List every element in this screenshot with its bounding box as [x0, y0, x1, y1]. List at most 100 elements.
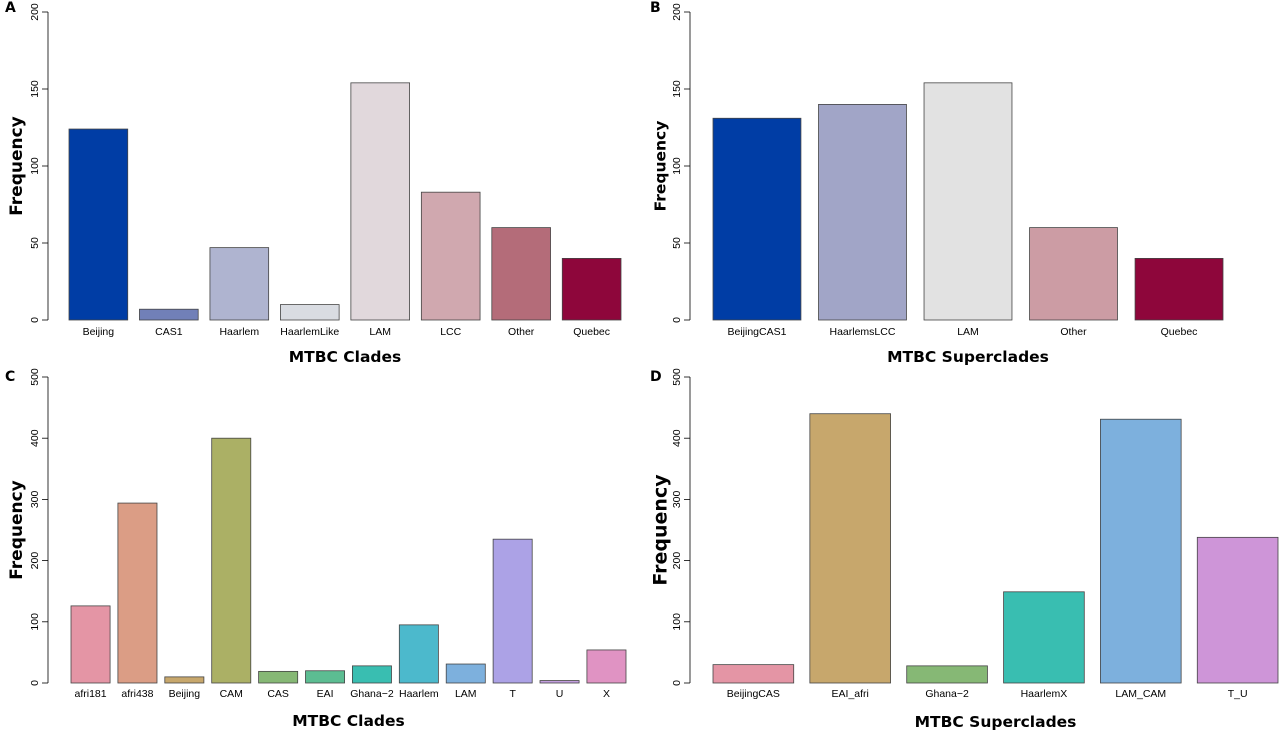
y-tick-label: 50	[29, 237, 41, 249]
bar-haarlem	[398, 624, 439, 684]
x-axis-title: MTBC Clades	[289, 348, 402, 366]
y-tick-label: 100	[29, 157, 41, 175]
category-label: U	[556, 688, 564, 700]
bar-ghana-2	[906, 665, 988, 684]
bar-x	[586, 649, 627, 684]
panel-letter: D	[650, 369, 662, 385]
y-tick-label: 300	[671, 490, 683, 508]
bar-eai	[305, 670, 345, 684]
bar-other	[1029, 227, 1118, 321]
category-label: LAM	[455, 688, 477, 700]
bar-lam	[445, 663, 486, 684]
x-axis-title: MTBC Clades	[292, 712, 405, 730]
bar-lam-cam	[1100, 418, 1182, 684]
category-label: LAM	[369, 326, 391, 338]
panel-letter: A	[5, 0, 16, 16]
y-tick-label: 500	[29, 368, 41, 386]
bar-beijing	[164, 676, 205, 684]
category-label: Beijing	[83, 326, 115, 338]
category-label: HaarlemsLCC	[830, 326, 896, 338]
bar-t	[492, 538, 533, 684]
chart-panel-c: C 0 100 200 300 400 500 afri181 afri438 Beijing CA…	[5, 368, 627, 730]
y-tick-label: 500	[671, 368, 683, 386]
category-label: LCC	[440, 326, 461, 338]
y-tick-label: 400	[671, 429, 683, 447]
bar-afri181	[70, 605, 111, 684]
y-tick-label: 0	[29, 680, 41, 686]
bar-beijingcas1	[712, 117, 802, 321]
bar-haarlem	[209, 247, 270, 321]
bar-other	[491, 227, 551, 321]
chart-panel-d: D 0 100 200 300 400 500 BeijingCAS EAI_afri Ghana…	[650, 368, 1279, 731]
chart-panel-b: B 0 50 100 150 200 BeijingCAS1 HaarlemsLCC LAM Ot…	[650, 0, 1224, 366]
y-tick-label: 200	[29, 552, 41, 570]
bar-ghana-2	[352, 665, 392, 684]
bar-t-u	[1196, 536, 1279, 684]
category-label: BeijingCAS	[727, 688, 780, 700]
category-label: CAS1	[155, 326, 183, 338]
category-label: Beijing	[169, 688, 201, 700]
category-label: EAI	[317, 688, 334, 700]
panel-letter: B	[650, 0, 661, 16]
category-label: afri181	[74, 688, 106, 700]
y-tick-label: 100	[671, 613, 683, 631]
y-tick-label: 150	[29, 80, 41, 98]
y-tick-label: 0	[29, 317, 41, 323]
bar-cas	[258, 670, 299, 684]
y-axis-title: Frequency	[7, 116, 27, 216]
y-axis-title: Frequency	[7, 480, 27, 580]
y-tick-label: 50	[671, 237, 683, 249]
category-label: HaarlemLike	[280, 326, 339, 338]
y-tick-label: 400	[29, 429, 41, 447]
category-label: EAI_afri	[832, 688, 869, 700]
category-label: Other	[1060, 326, 1087, 338]
bar-afri438	[117, 502, 158, 684]
bar-haarlemx	[1003, 591, 1085, 684]
bar-lam	[923, 82, 1013, 321]
category-label: T_U	[1228, 688, 1248, 700]
y-tick-label: 100	[29, 613, 41, 631]
bar-cas1	[139, 308, 199, 321]
category-label: Haarlem	[399, 688, 439, 700]
category-label: Ghana−2	[925, 688, 969, 700]
y-tick-label: 0	[671, 317, 683, 323]
bar-haarlemslcc	[818, 104, 907, 321]
y-axis-title: Frequency	[652, 121, 670, 212]
panel-letter: C	[5, 369, 15, 385]
bar-lcc	[420, 191, 481, 321]
y-tick-label: 0	[671, 680, 683, 686]
y-tick-label: 150	[671, 80, 683, 98]
y-tick-label: 200	[671, 3, 683, 21]
bar-lam	[350, 82, 410, 321]
chart-panel-a: A 0 50 100 150 200 Beijing CAS1 Haarlem HaarlemLi…	[5, 0, 622, 366]
bar-haarlemlike	[280, 304, 340, 321]
y-tick-label: 300	[29, 490, 41, 508]
category-label: LAM	[957, 326, 979, 338]
category-label: BeijingCAS1	[727, 326, 786, 338]
category-label: Haarlem	[219, 326, 259, 338]
category-label: Ghana−2	[350, 688, 394, 700]
y-tick-label: 200	[29, 3, 41, 21]
category-label: T	[509, 688, 516, 700]
category-label: Other	[508, 326, 535, 338]
y-tick-label: 200	[671, 552, 683, 570]
bar-quebec	[561, 257, 622, 321]
category-label: Quebec	[1161, 326, 1198, 338]
category-label: HaarlemX	[1021, 688, 1068, 700]
category-label: Quebec	[573, 326, 610, 338]
category-label: CAM	[220, 688, 243, 700]
bar-beijingcas	[712, 664, 795, 684]
category-label: afri438	[121, 688, 153, 700]
bar-quebec	[1134, 257, 1224, 321]
category-label: X	[603, 688, 610, 700]
category-label: CAS	[267, 688, 289, 700]
category-label: LAM_CAM	[1115, 688, 1166, 700]
x-axis-title: MTBC Superclades	[915, 713, 1077, 731]
y-axis-title: Frequency	[650, 474, 672, 586]
x-axis-title: MTBC Superclades	[887, 348, 1049, 366]
y-tick-label: 100	[671, 157, 683, 175]
bar-cam	[211, 437, 252, 684]
bar-u	[539, 680, 580, 684]
bar-beijing	[68, 128, 129, 321]
